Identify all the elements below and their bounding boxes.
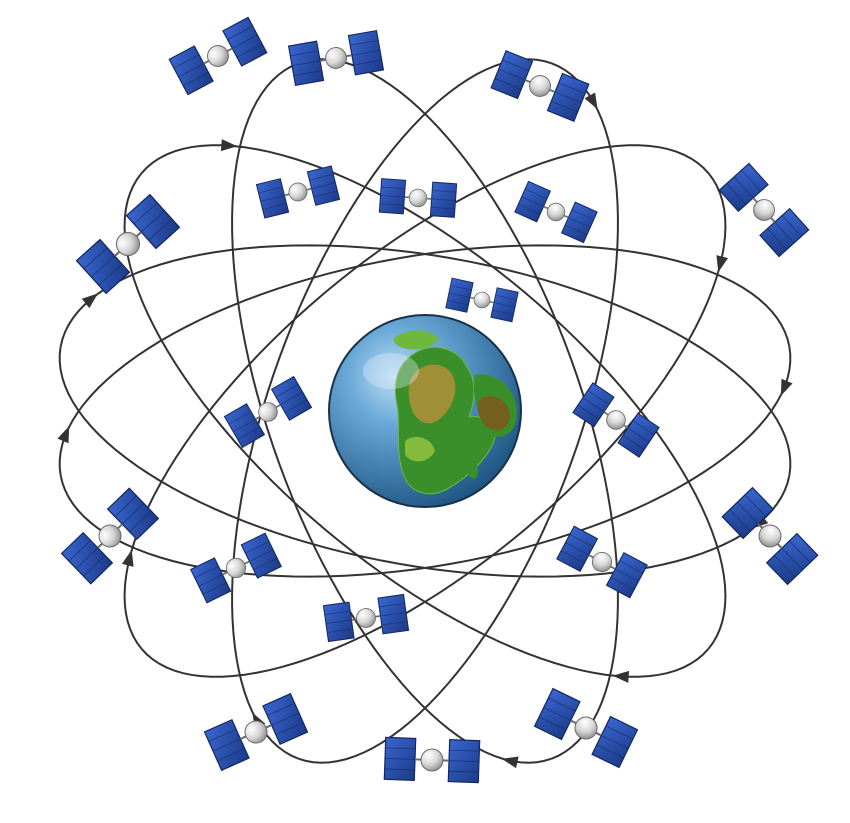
orbit-arrow-icon <box>781 379 793 396</box>
orbit-arrow-icon <box>122 550 134 567</box>
satellite-icon <box>62 488 159 584</box>
orbit-arrow-icon <box>221 139 237 151</box>
satellite-icon <box>205 694 308 771</box>
orbit-arrow-icon <box>585 93 598 110</box>
satellite-icon <box>77 195 180 294</box>
satellite-icon <box>557 526 647 597</box>
satellite-icon <box>446 278 518 322</box>
earth-icon <box>329 315 521 507</box>
orbit-arrow-icon <box>57 426 69 443</box>
satellite-icon <box>256 166 339 218</box>
orbit-arrow-icon <box>613 671 629 683</box>
satellite-icon <box>384 737 479 782</box>
orbit-arrow-icon <box>716 255 728 272</box>
satellite-icon <box>224 377 311 448</box>
constellation-diagram <box>0 0 850 823</box>
satellite-icon <box>379 179 456 218</box>
satellite-icon <box>722 488 818 585</box>
satellite-icon <box>289 31 384 86</box>
satellite-icon <box>535 689 638 768</box>
satellite-icon <box>719 163 808 256</box>
satellite-icon <box>573 383 659 457</box>
satellite-icon <box>515 181 597 242</box>
satellite-icon <box>169 17 267 94</box>
